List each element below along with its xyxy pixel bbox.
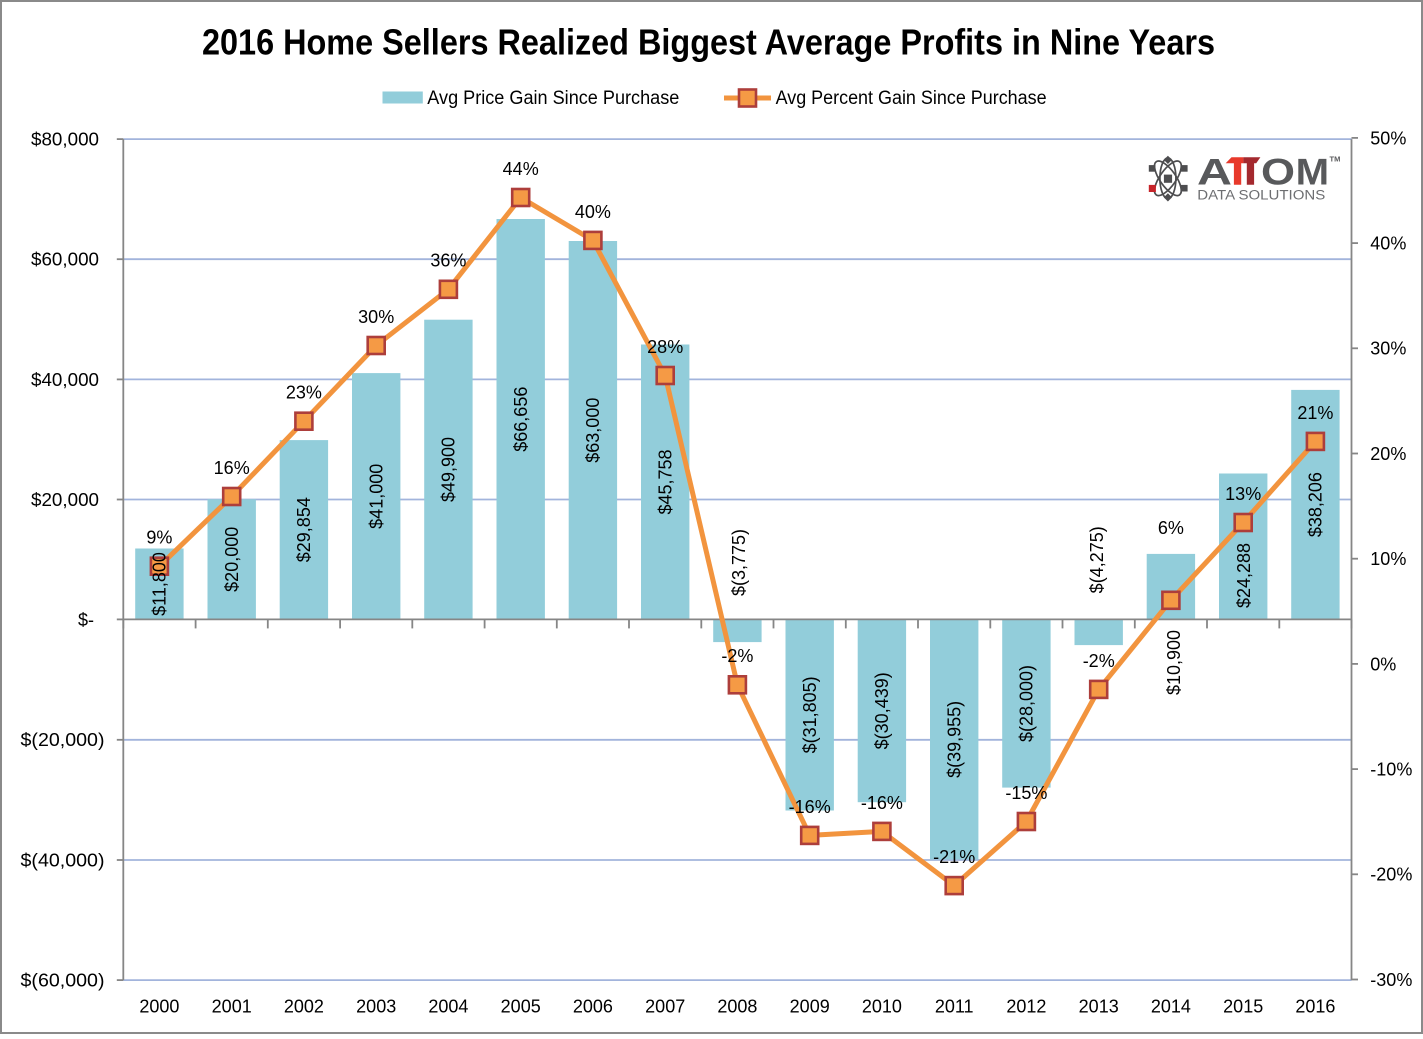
svg-text:$24,288: $24,288: [1234, 543, 1254, 608]
svg-text:$(28,000): $(28,000): [1017, 665, 1037, 742]
svg-text:-30%: -30%: [1370, 970, 1412, 990]
svg-text:2008: 2008: [717, 997, 757, 1017]
svg-text:-2%: -2%: [1083, 651, 1115, 671]
svg-text:2001: 2001: [212, 997, 252, 1017]
svg-text:$63,000: $63,000: [583, 398, 603, 463]
svg-text:$20,000: $20,000: [222, 527, 242, 592]
svg-text:9%: 9%: [146, 528, 172, 548]
svg-text:$20,000: $20,000: [31, 490, 99, 510]
svg-text:$80,000: $80,000: [31, 130, 99, 150]
svg-text:A: A: [1197, 151, 1232, 193]
svg-text:$29,854: $29,854: [294, 497, 314, 562]
svg-text:DATA SOLUTIONS: DATA SOLUTIONS: [1197, 188, 1325, 203]
svg-text:2016 Home Sellers Realized Big: 2016 Home Sellers Realized Biggest Avera…: [202, 22, 1215, 63]
svg-text:-2%: -2%: [721, 646, 753, 666]
svg-text:Avg Percent Gain Since Purchas: Avg Percent Gain Since Purchase: [776, 88, 1047, 109]
svg-text:2005: 2005: [501, 997, 541, 1017]
svg-text:2010: 2010: [862, 997, 902, 1017]
svg-text:$49,900: $49,900: [439, 437, 459, 502]
svg-text:M: M: [1296, 151, 1330, 193]
svg-text:40%: 40%: [575, 202, 611, 222]
svg-text:$38,206: $38,206: [1306, 472, 1326, 537]
svg-text:2015: 2015: [1223, 997, 1263, 1017]
svg-text:-20%: -20%: [1370, 865, 1412, 885]
svg-text:$60,000: $60,000: [31, 250, 99, 270]
svg-text:20%: 20%: [1370, 444, 1406, 464]
svg-text:$(31,805): $(31,805): [800, 676, 820, 753]
svg-text:44%: 44%: [503, 159, 539, 179]
svg-text:36%: 36%: [430, 251, 466, 271]
svg-text:2002: 2002: [284, 997, 324, 1017]
svg-text:2013: 2013: [1079, 997, 1119, 1017]
svg-text:$(4,275): $(4,275): [1087, 526, 1107, 593]
svg-text:2006: 2006: [573, 997, 613, 1017]
svg-text:30%: 30%: [1370, 339, 1406, 359]
svg-text:$41,000: $41,000: [366, 464, 386, 529]
svg-text:-10%: -10%: [1370, 760, 1412, 780]
svg-text:$10,900: $10,900: [1164, 630, 1184, 695]
svg-text:2016: 2016: [1295, 997, 1335, 1017]
svg-text:2003: 2003: [356, 997, 396, 1017]
svg-text:$(20,000): $(20,000): [21, 730, 105, 750]
svg-text:$(30,439): $(30,439): [872, 672, 892, 749]
svg-text:$40,000: $40,000: [31, 370, 99, 390]
svg-text:$(3,775): $(3,775): [729, 529, 749, 596]
svg-text:10%: 10%: [1370, 549, 1406, 569]
svg-text:Avg Price Gain Since Purchase: Avg Price Gain Since Purchase: [427, 88, 679, 109]
svg-text:2004: 2004: [428, 997, 468, 1017]
svg-text:21%: 21%: [1297, 403, 1333, 423]
svg-text:16%: 16%: [214, 458, 250, 478]
svg-text:$66,656: $66,656: [511, 387, 531, 452]
svg-text:30%: 30%: [358, 307, 394, 327]
svg-text:$(39,955): $(39,955): [944, 701, 964, 778]
svg-text:$(60,000): $(60,000): [21, 971, 105, 991]
svg-text:13%: 13%: [1225, 484, 1261, 504]
svg-text:6%: 6%: [1158, 518, 1184, 538]
svg-text:2007: 2007: [645, 997, 685, 1017]
svg-text:40%: 40%: [1370, 234, 1406, 254]
svg-text:TM: TM: [1330, 155, 1341, 164]
svg-text:23%: 23%: [286, 383, 322, 403]
svg-text:-21%: -21%: [933, 847, 975, 867]
svg-text:2009: 2009: [790, 997, 830, 1017]
svg-text:2011: 2011: [935, 997, 974, 1017]
svg-text:$45,758: $45,758: [655, 449, 675, 514]
svg-text:$11,800: $11,800: [150, 552, 170, 616]
svg-text:2014: 2014: [1151, 997, 1191, 1017]
svg-text:O: O: [1261, 151, 1295, 193]
svg-text:$-: $-: [78, 610, 94, 630]
svg-text:-16%: -16%: [861, 793, 903, 813]
svg-text:$(40,000): $(40,000): [21, 850, 105, 870]
svg-text:-15%: -15%: [1005, 783, 1047, 803]
svg-text:0%: 0%: [1370, 654, 1396, 674]
svg-text:50%: 50%: [1370, 128, 1406, 148]
svg-text:28%: 28%: [647, 337, 683, 357]
svg-text:2000: 2000: [139, 997, 179, 1017]
svg-text:2012: 2012: [1006, 997, 1046, 1017]
svg-text:-16%: -16%: [789, 797, 831, 817]
